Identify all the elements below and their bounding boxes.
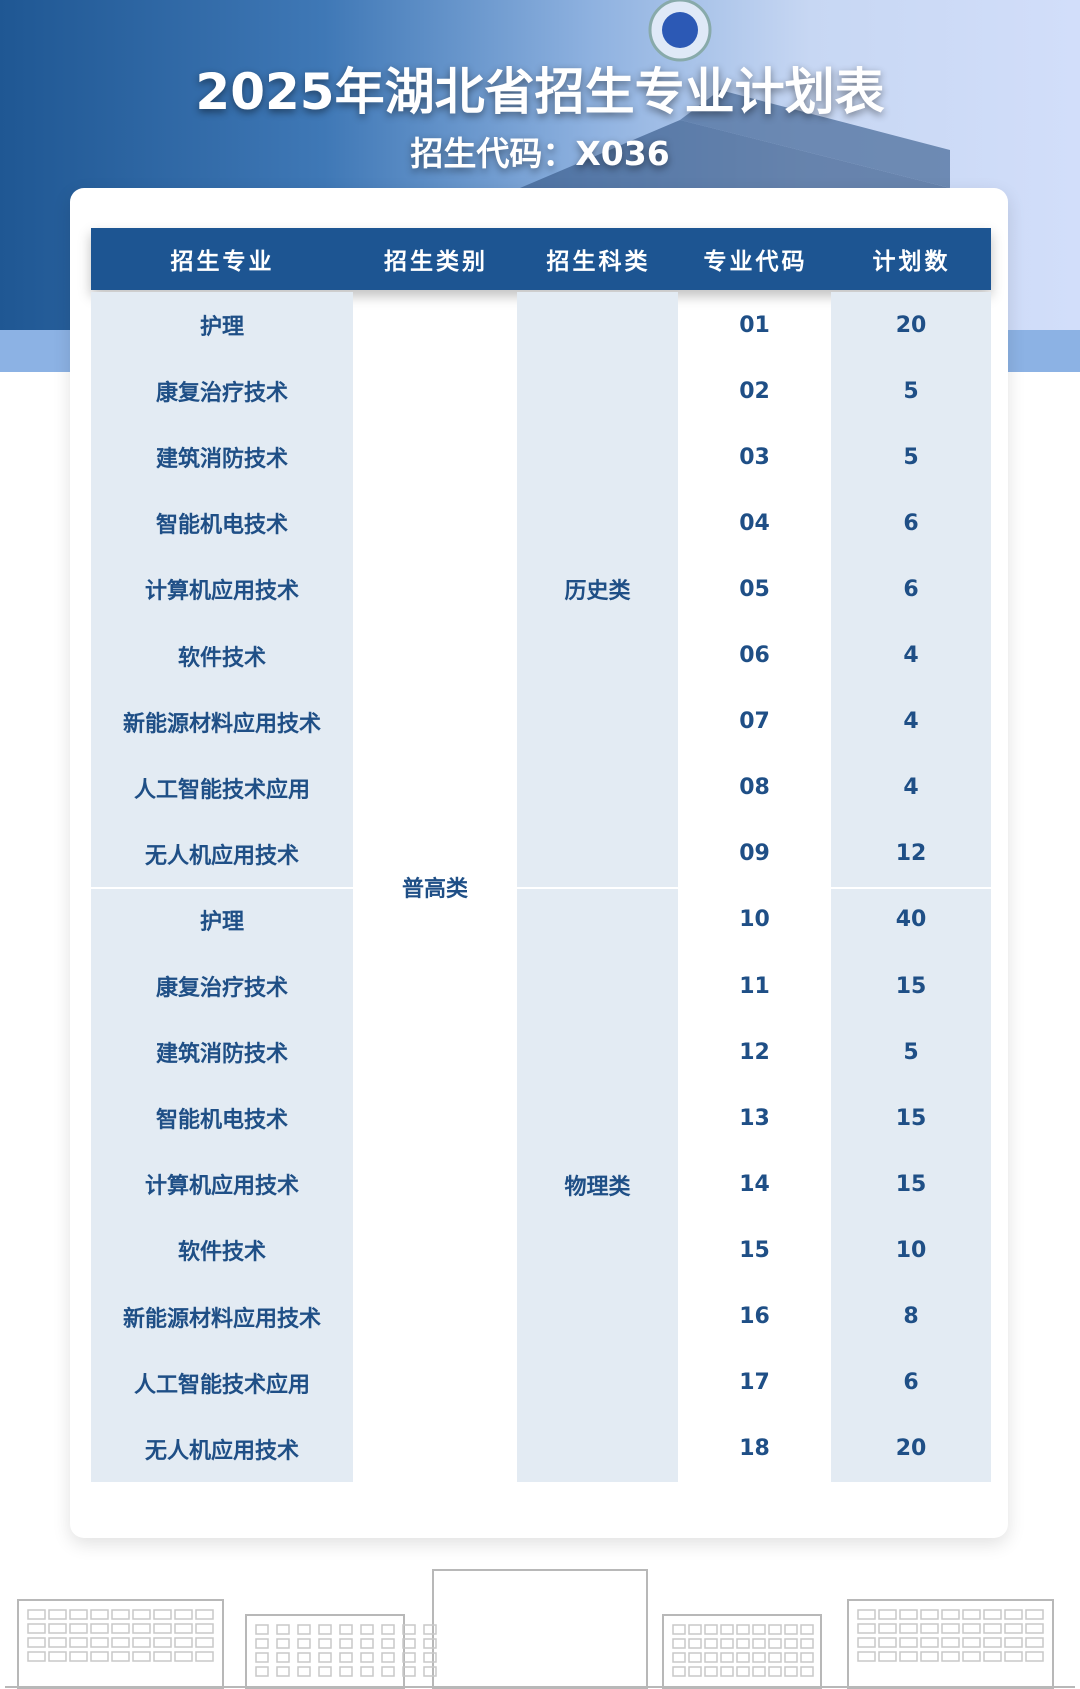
major-cell: 建筑消防技术 <box>155 447 288 473</box>
code-cell: 11 <box>739 973 770 999</box>
major-cell: 智能机电技术 <box>155 513 288 539</box>
subject-cell: 历史类 <box>517 292 678 887</box>
code-cell: 03 <box>739 444 770 470</box>
plan-cell: 5 <box>903 444 919 470</box>
major-group-bg <box>91 888 353 1482</box>
code-cell: 06 <box>739 643 770 669</box>
code-cell: 12 <box>739 1039 770 1065</box>
code-cell: 07 <box>739 709 770 735</box>
plan-cell: 8 <box>903 1304 919 1330</box>
plan-group-bg <box>831 292 991 887</box>
table-header: 招生专业 招生类别 招生科类 专业代码 计划数 <box>91 228 991 290</box>
code-cell: 17 <box>739 1370 770 1396</box>
plan-cell: 4 <box>903 643 919 669</box>
plan-cell: 15 <box>895 973 927 999</box>
subject-cell: 物理类 <box>517 888 678 1482</box>
plan-cell: 40 <box>895 907 927 933</box>
plan-cell: 4 <box>903 709 919 735</box>
plan-cell: 10 <box>895 1237 927 1263</box>
plan-cell: 5 <box>903 378 919 404</box>
major-cell: 计算机应用技术 <box>144 1174 299 1200</box>
major-group-bg <box>91 292 353 887</box>
plan-cell: 15 <box>895 1105 927 1131</box>
major-cell: 护理 <box>199 909 244 935</box>
major-cell: 人工智能技术应用 <box>133 1372 310 1398</box>
col-major: 招生专业 <box>170 249 275 275</box>
code-cell: 13 <box>739 1105 770 1131</box>
col-code: 专业代码 <box>703 249 808 275</box>
plan-cell: 5 <box>903 1039 919 1065</box>
major-cell: 新能源材料应用技术 <box>122 711 321 737</box>
code-cell: 01 <box>739 312 770 338</box>
col-plan: 计划数 <box>872 249 951 275</box>
code-cell: 02 <box>739 378 770 404</box>
campus-illustration <box>5 1569 1075 1689</box>
plan-cell: 4 <box>903 775 919 801</box>
plan-cell: 12 <box>895 841 927 867</box>
code-cell: 15 <box>739 1237 770 1263</box>
major-cell: 软件技术 <box>177 645 266 671</box>
code-cell: 10 <box>739 907 770 933</box>
code-cell: 08 <box>739 775 770 801</box>
plan-cell: 6 <box>903 1370 919 1396</box>
col-subject: 招生科类 <box>546 249 651 275</box>
code-cell: 18 <box>739 1436 770 1462</box>
plan-cell: 6 <box>903 510 919 536</box>
category-cell: 普高类 <box>401 876 468 902</box>
enrollment-code: 招生代码：X036 <box>410 134 670 173</box>
major-cell: 计算机应用技术 <box>144 579 299 605</box>
plan-group-bg <box>831 888 991 1482</box>
major-cell: 新能源材料应用技术 <box>122 1306 321 1332</box>
major-cell: 康复治疗技术 <box>155 381 288 407</box>
plan-cell: 6 <box>903 576 919 602</box>
major-cell: 智能机电技术 <box>155 1108 288 1134</box>
building-photo <box>520 0 950 188</box>
major-cell: 护理 <box>199 315 244 341</box>
major-cell: 无人机应用技术 <box>144 1438 299 1464</box>
plan-cell: 15 <box>895 1171 927 1197</box>
major-cell: 康复治疗技术 <box>155 976 288 1002</box>
code-cell: 14 <box>739 1171 770 1197</box>
code-cell: 09 <box>739 841 770 867</box>
major-cell: 软件技术 <box>177 1240 266 1266</box>
code-cell: 04 <box>739 510 770 536</box>
plan-cell: 20 <box>895 1436 927 1462</box>
major-cell: 无人机应用技术 <box>144 843 299 869</box>
plan-cell: 20 <box>895 312 927 338</box>
page-title: 2025年湖北省招生专业计划表 <box>195 63 885 121</box>
code-cell: 16 <box>739 1304 770 1330</box>
major-cell: 人工智能技术应用 <box>133 777 310 803</box>
col-category: 招生类别 <box>384 249 488 275</box>
code-cell: 05 <box>739 576 770 602</box>
major-cell: 建筑消防技术 <box>155 1042 288 1068</box>
